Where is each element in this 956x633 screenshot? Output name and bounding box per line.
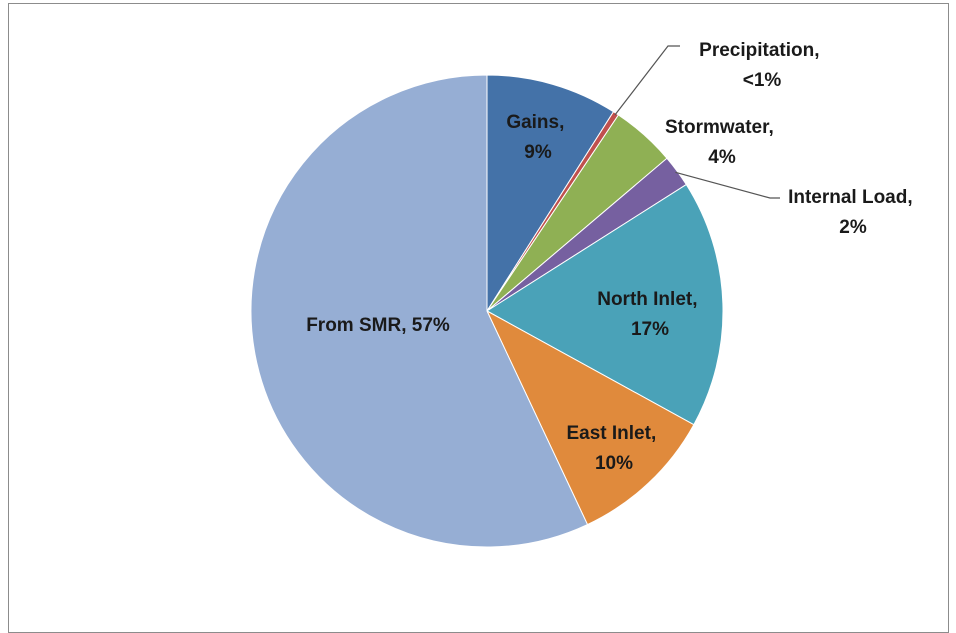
label-north-inlet-value: 17% xyxy=(631,319,669,340)
label-north-inlet: North Inlet, 17% xyxy=(597,289,703,340)
pie-chart: Gains, 9% Precipitation, <1% Stormwater,… xyxy=(250,40,918,548)
slice-north-inlet xyxy=(486,183,724,426)
label-from-smr-name: From SMR xyxy=(306,315,401,336)
label-stormwater-value: 4% xyxy=(708,147,736,168)
label-stormwater-name: Stormwater xyxy=(665,117,770,138)
label-gains: Gains, 9% xyxy=(506,112,569,163)
label-east-inlet-name: East Inlet xyxy=(566,423,651,444)
label-gains-name: Gains xyxy=(506,112,559,133)
label-precipitation-value: <1% xyxy=(743,70,782,91)
label-east-inlet-value: 10% xyxy=(595,453,633,474)
label-stormwater: Stormwater, 4% xyxy=(665,117,779,168)
pie-slices xyxy=(250,74,724,548)
leader-precipitation xyxy=(614,45,680,116)
label-north-inlet-name: North Inlet xyxy=(597,289,693,310)
label-precipitation-name: Precipitation xyxy=(699,40,814,61)
leader-lines xyxy=(614,45,780,199)
slice-from-smr xyxy=(250,74,589,548)
slice-east-inlet xyxy=(485,309,695,526)
label-from-smr-value: 57% xyxy=(412,315,450,336)
label-internal-load-name: Internal Load xyxy=(788,187,907,208)
label-east-inlet: East Inlet, 10% xyxy=(566,423,661,474)
label-precipitation: Precipitation, <1% xyxy=(699,40,825,91)
leader-internal-load xyxy=(675,171,780,199)
label-gains-value: 9% xyxy=(524,142,552,163)
label-from-smr: From SMR, 57% xyxy=(306,315,450,336)
slice-gains xyxy=(486,74,615,313)
label-internal-load: Internal Load, 2% xyxy=(788,187,918,238)
label-internal-load-value: 2% xyxy=(839,217,867,238)
